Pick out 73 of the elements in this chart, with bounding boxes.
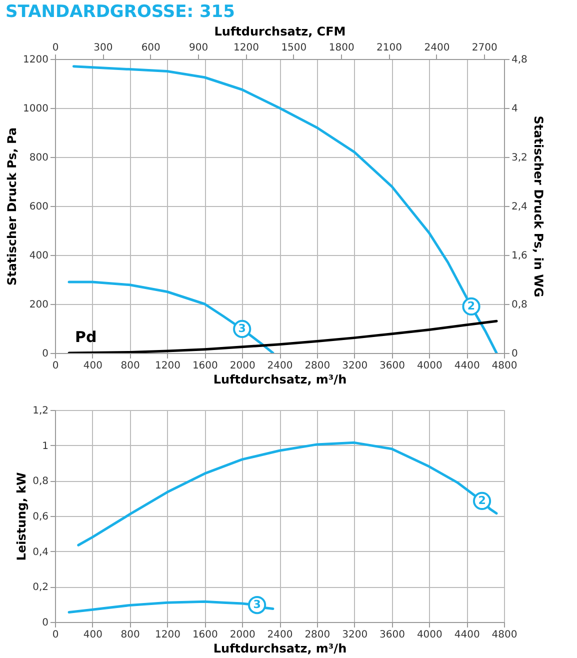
y-tick-label: 0,4 bbox=[32, 546, 48, 558]
x-tick-label: 2400 bbox=[267, 630, 293, 640]
x-tick-label: 4400 bbox=[454, 360, 480, 372]
x2-tick-label: 1200 bbox=[234, 42, 259, 54]
series-label: 2 bbox=[478, 494, 486, 507]
x2-tick-label: 1500 bbox=[281, 42, 307, 54]
x2-tick-label: 2700 bbox=[472, 42, 498, 54]
series-label: 3 bbox=[253, 598, 261, 612]
y-tick-label: 800 bbox=[29, 152, 48, 164]
series-label: 3 bbox=[238, 322, 246, 335]
x-tick-label: 1600 bbox=[192, 630, 218, 640]
line-series bbox=[72, 65, 498, 353]
line-series bbox=[68, 320, 498, 353]
x-tick-label: 1200 bbox=[155, 360, 180, 372]
x-tick-label: 1600 bbox=[192, 360, 218, 372]
annotation: Pd bbox=[75, 328, 97, 346]
x2-axis-title: Luftdurchsatz, CFM bbox=[214, 24, 346, 38]
y-tick-label: 400 bbox=[29, 250, 48, 262]
x-tick-label: 1200 bbox=[155, 630, 180, 640]
x-tick-label: 4800 bbox=[492, 360, 518, 372]
x2-tick-label: 0 bbox=[52, 42, 59, 54]
y2-tick-label: 0 bbox=[512, 348, 518, 360]
x-tick-label: 2000 bbox=[230, 360, 256, 372]
x-tick-label: 3600 bbox=[380, 630, 405, 640]
x-tick-label: 4400 bbox=[454, 630, 480, 640]
x-tick-label: 3200 bbox=[342, 360, 368, 372]
x-tick-label: 3200 bbox=[342, 630, 368, 640]
x2-tick-label: 2400 bbox=[424, 42, 450, 54]
y2-tick-label: 3,2 bbox=[512, 152, 528, 164]
x-tick-label: 4000 bbox=[416, 360, 442, 372]
y2-tick-label: 4 bbox=[512, 104, 518, 114]
y2-tick-label: 4,8 bbox=[512, 54, 528, 66]
y-tick-label: 0,8 bbox=[32, 476, 48, 488]
series-label: 2 bbox=[467, 299, 476, 312]
x-axis-title: Luftdurchsatz, m³/h bbox=[213, 372, 347, 386]
x-tick-label: 2400 bbox=[267, 360, 293, 372]
x-tick-label: 0 bbox=[52, 360, 59, 372]
x-tick-label: 0 bbox=[52, 630, 59, 640]
y-tick-label: 1,2 bbox=[32, 406, 48, 416]
x-tick-label: 2800 bbox=[304, 630, 330, 640]
y2-axis-title: Statischer Druck Ps, in WG bbox=[531, 116, 546, 298]
x2-tick-label: 1800 bbox=[328, 42, 354, 54]
y-tick-label: 200 bbox=[29, 300, 48, 310]
x2-tick-label: 900 bbox=[188, 42, 208, 54]
y-tick-label: 600 bbox=[29, 202, 48, 212]
x-tick-label: 4000 bbox=[416, 630, 442, 640]
x-tick-label: 400 bbox=[83, 360, 102, 372]
y-tick-label: 1000 bbox=[23, 104, 48, 114]
y-tick-label: 0,6 bbox=[32, 512, 48, 522]
y2-tick-label: 2,4 bbox=[512, 202, 528, 212]
line-series bbox=[77, 441, 498, 546]
x-tick-label: 2000 bbox=[230, 630, 256, 640]
y-tick-label: 0 bbox=[42, 348, 48, 360]
x-tick-label: 4800 bbox=[492, 630, 518, 640]
x-axis-title: Luftdurchsatz, m³/h bbox=[213, 642, 347, 656]
x-tick-label: 800 bbox=[120, 630, 140, 640]
x-tick-label: 2800 bbox=[304, 360, 330, 372]
y-tick-label: 1200 bbox=[23, 54, 48, 66]
x2-tick-label: 300 bbox=[94, 42, 113, 54]
x2-tick-label: 2100 bbox=[376, 42, 402, 54]
y-axis-title: Statischer Druck Ps, Pa bbox=[5, 127, 20, 286]
line-series bbox=[68, 280, 274, 353]
y-axis-title: Leistung, kW bbox=[14, 472, 29, 561]
x-tick-label: 800 bbox=[120, 360, 140, 372]
y2-tick-label: 0,8 bbox=[512, 300, 528, 310]
y-tick-label: 0,2 bbox=[32, 582, 48, 594]
y2-tick-label: 1,6 bbox=[512, 250, 528, 262]
x2-tick-label: 600 bbox=[141, 42, 160, 54]
y-tick-label: 0 bbox=[42, 618, 48, 628]
chart-title: STANDARDGROSSE: 315 bbox=[6, 2, 235, 22]
y-tick-label: 1 bbox=[42, 440, 48, 452]
x-tick-label: 400 bbox=[83, 630, 102, 640]
x-tick-label: 3600 bbox=[380, 360, 405, 372]
